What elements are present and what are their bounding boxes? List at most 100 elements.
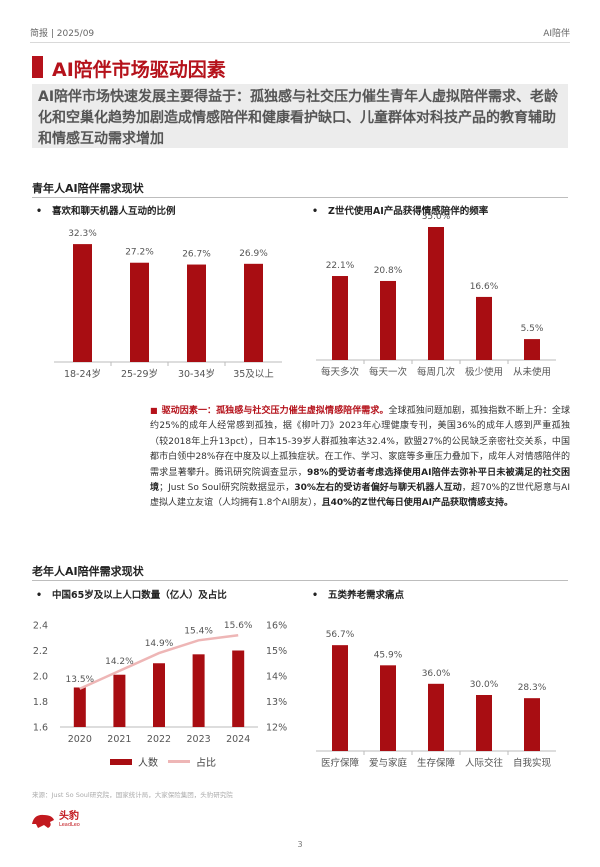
chart4-x-label: 爱与家庭 [369,757,408,769]
logo-text-cn: 头豹 [59,811,79,822]
chart1-x-label: 30-34岁 [178,368,215,380]
chart2-x-label: 每周几次 [417,366,456,378]
section-divider-elderly [32,580,568,581]
chart1-data-label: 26.9% [239,249,268,259]
chart2-data-label: 5.5% [521,324,544,334]
chart3-bar [232,650,245,727]
legend-line: 占比 [168,754,216,769]
chart3-y-left-tick: 1.8 [33,697,48,708]
chart1-data-label: 26.7% [182,250,211,260]
chart2-bar [332,276,348,360]
logo-text-en: LeadLeo [59,822,80,828]
chart3-line-label: 15.4% [184,626,213,636]
chart4-bar [476,695,492,751]
section-divider-youth [32,197,568,198]
chart3-y-left-tick: 2.2 [33,646,48,657]
chart4-bar [332,645,348,751]
chart2-subtitle-text: Z世代使用AI产品获得情感陪伴的频率 [328,206,489,217]
chart3-line-label: 15.6% [224,621,253,631]
paragraph-bold-2: 30%左右的受访者偏好与聊天机器人互动 [294,483,462,494]
chart1-x-label: 35及以上 [233,369,274,380]
chart3-x-label: 2023 [187,734,211,745]
section-title-elderly: 老年人AI陪伴需求现状 [32,565,144,578]
source-note: 来源：Just So Soul研究院，国家统计局，大家保险集团，头豹研究院 [32,791,233,799]
title-accent-bar [32,56,43,78]
chart3-bar [113,674,126,727]
chart2-bullet: • [312,206,319,217]
chart2-data-label: 16.6% [470,282,499,292]
page-number: 3 [297,840,303,849]
chart3-x-label: 2020 [68,734,92,745]
chart1-data-label: 32.3% [68,229,97,239]
chart3-bullet: • [36,590,43,601]
paragraph-text-2: ；Just So Soul研究院数据显示， [159,483,295,494]
chart3-y-left-tick: 2.4 [33,621,48,632]
chart2-bar [476,296,492,360]
chart4-data-label: 45.9% [374,650,403,660]
chart2-bar [380,280,396,360]
chart1-bullet: • [36,206,43,217]
legend-bar-swatch [110,758,132,765]
header-divider [30,42,570,43]
chart3-bar [73,687,86,727]
chart4-subtitle: • 五类养老需求痛点 [312,587,404,601]
chart3-y-right-tick: 16% [266,621,287,632]
chart3-line-label: 13.5% [66,675,95,685]
chart1-data-label: 27.2% [125,248,154,258]
chart2-x-label: 极少使用 [465,366,503,378]
chart4-data-label: 36.0% [422,669,451,679]
chart1-x-label: 25-29岁 [121,368,158,380]
chart3-y-right-tick: 13% [266,697,287,708]
chart3-subtitle: • 中国65岁及以上人口数量（亿人）及占比 [36,587,227,601]
leopard-logo-icon [32,814,54,828]
paragraph-bold-3: 且40%的Z世代每日使用AI产品获取情感支持。 [321,498,514,509]
chart3-y-left-tick: 2.0 [33,672,48,683]
chart4-subtitle-text: 五类养老需求痛点 [328,590,405,601]
legend-bar-label: 人数 [138,758,158,769]
chart4-data-label: 30.0% [470,680,499,690]
paragraph-text-3: ，超70%的Z世代愿意与AI虚拟人建立友谊（人均拥有1.8个AI朋友）， [150,483,570,509]
chart3-y-left-tick: 1.6 [33,723,48,734]
chart2-bar [524,339,540,360]
chart3-y-right-tick: 12% [266,723,287,734]
chart3-line-series [79,633,239,690]
chart1-bar [244,263,263,362]
chart3-x-label: 2024 [226,734,250,745]
chart1-subtitle-text: 喜欢和聊天机器人互动的比例 [52,206,176,217]
chart4-x-label: 人际交往 [465,757,504,769]
paragraph-label: 驱动因素一：孤独感与社交压力催生虚拟情感陪伴需求。 [161,406,389,416]
chart4-data-label: 56.7% [326,630,355,640]
chart2-data-label: 20.8% [374,266,403,276]
chart3-y-right-tick: 14% [266,672,287,683]
header-left: 简报 | 2025/09 [30,29,95,39]
chart3-subtitle-text: 中国65岁及以上人口数量（亿人）及占比 [52,590,227,601]
chart4-bar [524,698,540,751]
header-right: AI陪伴 [543,29,570,39]
paragraph-bullet-icon: ■ [150,406,158,415]
chart3-line-label: 14.9% [145,639,174,649]
section-title-youth: 青年人AI陪伴需求现状 [32,182,144,195]
driver-paragraph: ■ 驱动因素一：孤独感与社交压力催生虚拟情感陪伴需求。全球孤独问题加剧，孤独指数不… [150,403,570,512]
chart4-bar [380,665,396,751]
chart4-x-label: 自我实现 [513,757,552,769]
summary-box: AI陪伴市场快速发展主要得益于：孤独感与社交压力催生青年人虚拟陪伴需求、老龄化和… [32,84,568,148]
paragraph-text-1: 全球孤独问题加剧，孤独指数不断上升：全球约25%的成年人经常感到孤独，据《柳叶刀… [150,406,570,478]
chart1-bar [130,262,149,362]
chart4-x-label: 生存保障 [417,757,456,769]
chart2-x-label: 每天一次 [369,366,408,378]
chart2-data-label: 22.1% [326,261,355,271]
chart3-bar [192,654,205,727]
chart1-subtitle: • 喜欢和聊天机器人互动的比例 [36,203,176,217]
chart4-bullet: • [312,590,319,601]
chart1-bar [73,244,92,362]
chart3-x-label: 2021 [107,734,131,745]
chart3-bar [153,663,165,727]
chart4-data-label: 28.3% [518,683,547,693]
chart3-line-label: 14.2% [105,657,134,667]
page-title: AI陪伴市场驱动因素 [52,59,226,81]
legend-line-label: 占比 [196,758,216,769]
